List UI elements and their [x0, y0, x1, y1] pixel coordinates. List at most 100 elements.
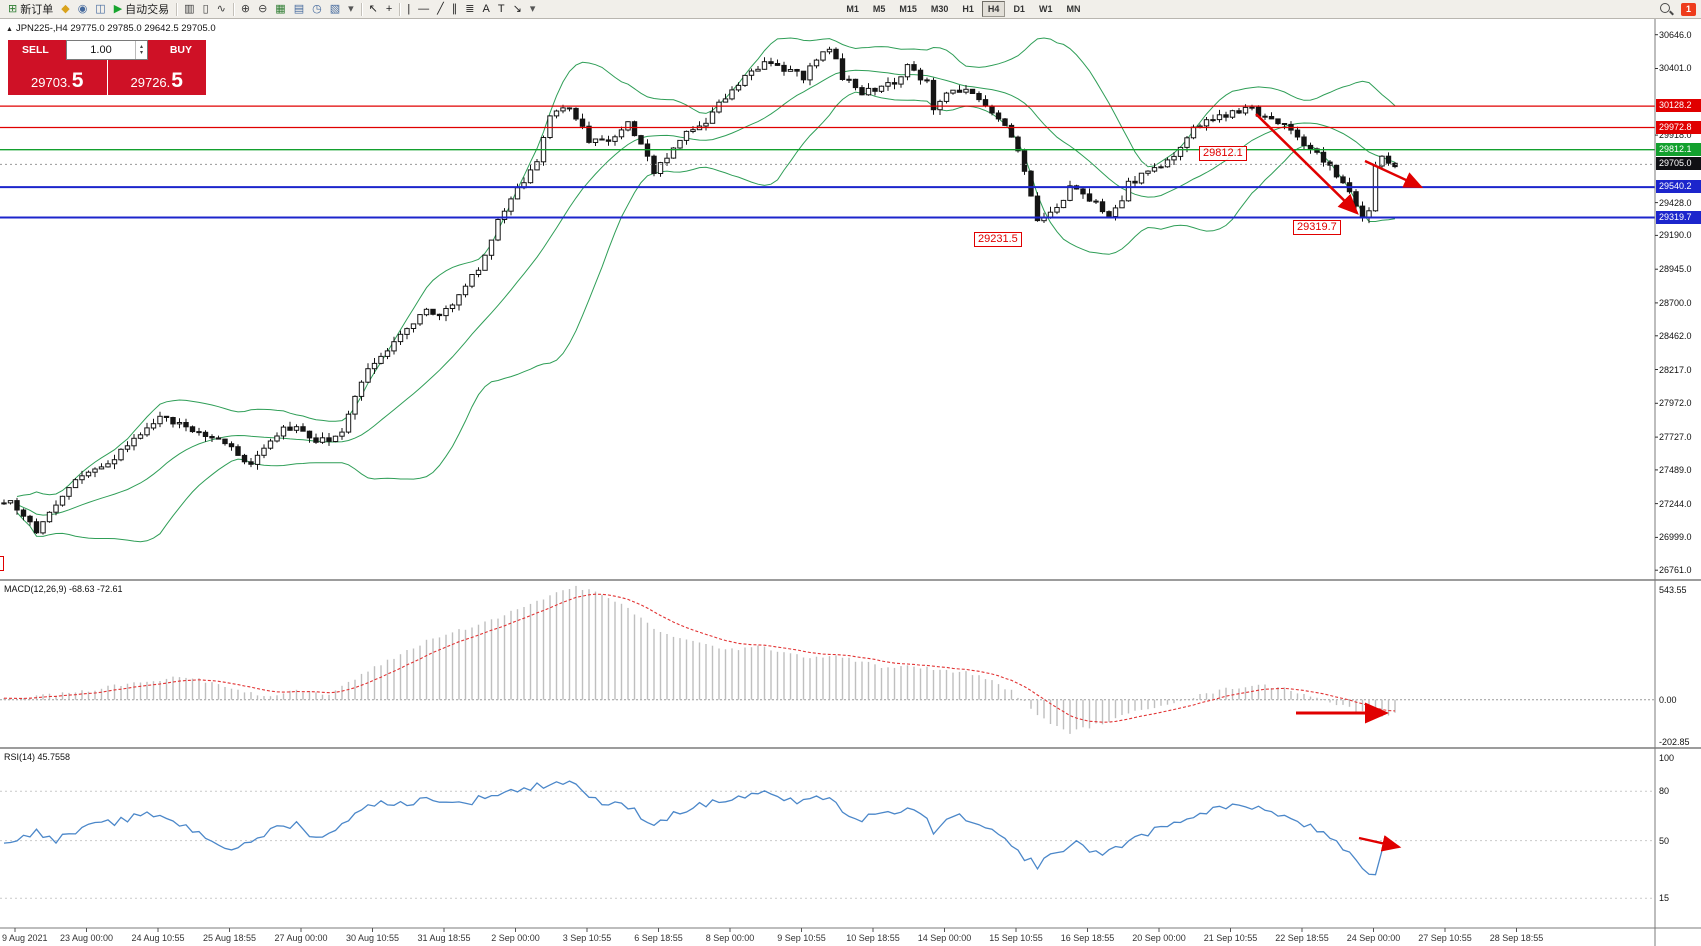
zoom-in-icon[interactable]: ⊕	[237, 1, 254, 18]
time-axis-label: 24 Aug 10:55	[131, 933, 185, 943]
dropdown-arrow-icon-2[interactable]: ▾	[526, 1, 540, 18]
bar-chart-icon[interactable]: ▥	[180, 1, 198, 18]
zoom-out-icon: ⊖	[258, 2, 268, 15]
time-axis-label: 10 Sep 18:55	[846, 933, 900, 943]
autotrading-button[interactable]: ▶ 自动交易	[110, 1, 173, 18]
label-icon[interactable]: T	[494, 1, 509, 18]
toolbar-separator	[360, 2, 362, 16]
vertical-line-icon: |	[407, 2, 411, 15]
volume-input[interactable]: 1.00 ▴ ▾	[66, 40, 148, 60]
time-axis-label: 28 Sep 18:55	[1489, 933, 1544, 943]
dropdown-arrow-icon[interactable]: ▾	[344, 1, 358, 18]
timeframe-m5-button[interactable]: M5	[872, 4, 886, 14]
chart-symbol-icon: ▲	[6, 26, 13, 33]
sell-label: SELL	[22, 44, 49, 56]
spinner-down-icon[interactable]: ▾	[139, 50, 143, 56]
toolbar-right-group: 1	[1659, 2, 1696, 16]
text-icon[interactable]: A	[479, 1, 494, 18]
new-order-button[interactable]: ⊞ 新订单	[4, 1, 57, 18]
time-axis: 9 Aug 2021 23 Aug 00:00 24 Aug 10:55 25 Aug…	[0, 929, 1701, 946]
timeframe-m1-button[interactable]: M1	[846, 4, 859, 14]
toolbar: ⊞ 新订单 ◆ ◉ ◫ ▶ 自动交易 ▥ ▯ ∿ ⊕ ⊖ ▦ ▤ ◷ ▧ ▾ ↖ + | — ╱ ∥ ≣ A T ↘ ▾ M1 M5 M1…	[0, 0, 1701, 19]
trendline-icon[interactable]: ╱	[433, 1, 448, 18]
autotrading-button-label: 自动交易	[125, 4, 170, 16]
crosshair-icon: +	[385, 2, 393, 15]
price-annotation[interactable]: 29812.1	[1199, 146, 1247, 161]
toolbar-separator	[232, 2, 234, 16]
navigator-icon[interactable]: ◫	[91, 1, 109, 18]
fibonacci-icon[interactable]: ≣	[461, 1, 478, 18]
notification-badge[interactable]: 1	[1681, 2, 1696, 16]
timeframe-w1-button[interactable]: W1	[1038, 4, 1053, 14]
candlestick-chart-icon: ▯	[202, 2, 209, 15]
new-chart-icon[interactable]: ▤	[290, 1, 308, 18]
timeframe-d1-button[interactable]: D1	[1013, 4, 1025, 14]
templates-icon[interactable]: ▧	[326, 1, 344, 18]
market-watch-icon[interactable]: ◉	[74, 1, 92, 18]
metaeditor-icon: ◆	[61, 2, 70, 15]
volume-spinner[interactable]: ▴ ▾	[135, 41, 147, 59]
candlestick-chart-icon[interactable]: ▯	[199, 1, 213, 18]
timeframe-m30-button[interactable]: M30	[930, 4, 949, 14]
time-axis-label: 25 Aug 18:55	[202, 933, 257, 943]
label-icon: T	[497, 2, 505, 15]
buy-label: BUY	[169, 44, 192, 56]
new-chart-icon: ▤	[293, 2, 305, 15]
bar-chart-icon: ▥	[184, 2, 195, 15]
panel-separator[interactable]	[0, 746, 1701, 750]
time-axis-label: 24 Sep 00:00	[1346, 933, 1401, 943]
rsi-label: RSI(14) 45.7558	[4, 752, 71, 762]
one-click-trading-panel: SELL 29703. 5 BUY 29726. 5 1.00 ▴ ▾	[8, 40, 206, 95]
time-axis-label: 6 Sep 18:55	[634, 933, 683, 943]
price-annotation[interactable]: 29231.5	[974, 232, 1022, 247]
cursor-icon: ↖	[368, 2, 378, 15]
time-axis-label: 23 Aug 00:00	[59, 933, 114, 943]
fibonacci-icon: ≣	[465, 2, 475, 15]
new-order-button-icon: ⊞	[8, 2, 18, 15]
market-watch-icon: ◉	[77, 2, 88, 15]
time-axis-label: 27 Sep 10:55	[1418, 933, 1472, 943]
line-chart-icon: ∿	[216, 2, 226, 15]
spinner-up-icon[interactable]: ▴	[139, 44, 143, 50]
vertical-line-icon[interactable]: |	[403, 1, 414, 18]
timeframe-h1-button[interactable]: H1	[962, 4, 974, 14]
line-chart-icon[interactable]: ∿	[213, 1, 230, 18]
cursor-icon[interactable]: ↖	[365, 1, 382, 18]
profiles-icon[interactable]: ◷	[308, 1, 326, 18]
time-axis-label: 15 Sep 10:55	[989, 933, 1043, 943]
time-axis-label: 31 Aug 18:55	[417, 933, 471, 943]
time-axis-label: 9 Sep 10:55	[777, 933, 826, 943]
price-annotation[interactable]: 29319.7	[1293, 220, 1341, 235]
toolbar-separator	[399, 2, 401, 16]
timeframe-m15-button[interactable]: M15	[899, 4, 917, 14]
time-axis-label: 22 Sep 18:55	[1275, 933, 1329, 943]
timeframe-toolbar: M1 M5 M15 M30 H1 H4 D1 W1 MN	[839, 0, 1087, 19]
timeframe-mn-button[interactable]: MN	[1066, 4, 1081, 14]
panel-separator[interactable]	[0, 578, 1701, 582]
price-annotation[interactable]: 6	[0, 556, 5, 571]
zoom-out-icon[interactable]: ⊖	[254, 1, 271, 18]
time-axis-label: 14 Sep 00:00	[917, 933, 972, 943]
time-axis-label: 2 Sep 00:00	[491, 933, 540, 943]
channel-icon: ∥	[451, 2, 458, 15]
time-axis-label: 8 Sep 00:00	[705, 933, 755, 943]
sell-button[interactable]: SELL 29703. 5	[8, 40, 107, 95]
new-order-button-label: 新订单	[20, 4, 54, 16]
time-axis-label: 3 Sep 10:55	[562, 933, 612, 943]
dropdown-arrow-icon-2-icon: ▾	[529, 2, 536, 15]
time-axis-label: 27 Aug 00:00	[274, 933, 328, 943]
horizontal-line-icon[interactable]: —	[414, 1, 433, 18]
tile-windows-icon[interactable]: ▦	[271, 1, 289, 18]
templates-icon: ▧	[329, 2, 341, 15]
time-axis-label: 16 Sep 18:55	[1060, 933, 1115, 943]
symbol-ohlc-line: ▲ JPN225-,H4 29775.0 29785.0 29642.5 2970…	[6, 23, 216, 34]
search-icon[interactable]	[1659, 2, 1673, 16]
timeframe-h4-button[interactable]: H4	[981, 1, 1006, 17]
crosshair-icon[interactable]: +	[382, 1, 396, 18]
arrows-icon[interactable]: ↘	[509, 1, 526, 18]
volume-value: 1.00	[90, 44, 112, 56]
channel-icon[interactable]: ∥	[448, 1, 462, 18]
navigator-icon: ◫	[95, 2, 106, 15]
metaeditor-icon[interactable]: ◆	[57, 1, 73, 18]
